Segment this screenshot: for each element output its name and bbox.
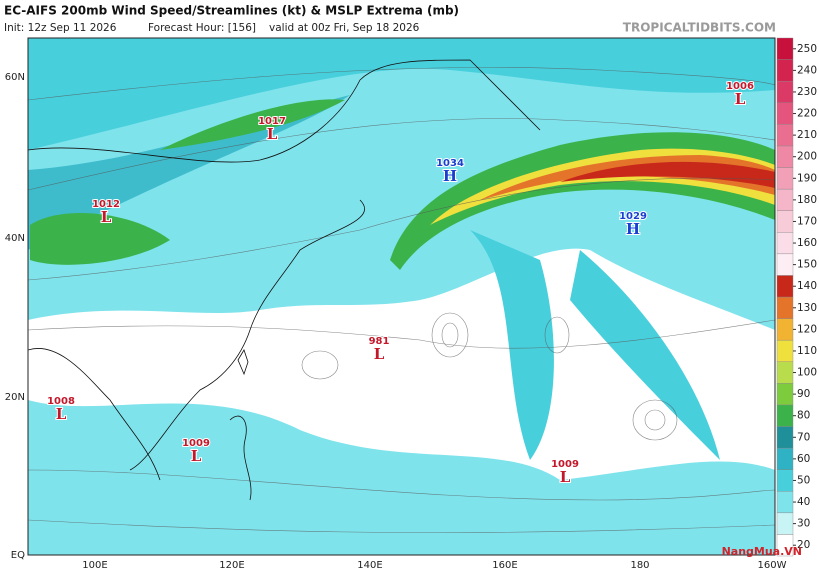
pressure-symbol: L xyxy=(374,345,385,363)
lon-label: 160W xyxy=(758,560,787,571)
colorbar-label: 180 xyxy=(797,194,817,206)
colorbar-swatch xyxy=(776,383,794,406)
colorbar-swatch xyxy=(776,469,794,492)
pressure-symbol: L xyxy=(56,405,67,423)
colorbar-label: 240 xyxy=(797,64,817,76)
pressure-value: 1012 xyxy=(92,199,120,210)
lon-label: 100E xyxy=(82,560,107,571)
colorbar-swatch xyxy=(776,253,794,276)
lon-label: 120E xyxy=(219,560,244,571)
valid-time: valid at 00z Fri, Sep 18 2026 xyxy=(269,22,420,34)
colorbar-swatch xyxy=(776,145,794,168)
lon-label: 140E xyxy=(357,560,382,571)
pressure-value: 1009 xyxy=(551,459,579,470)
colorbar: 20 30 40 50 60 70 80 90 100 110 120 130 140 150 160 170… xyxy=(776,37,817,557)
colorbar-swatch xyxy=(776,447,794,470)
brand: TROPICALTIDBITS.COM xyxy=(623,21,776,35)
colorbar-label: 250 xyxy=(797,43,817,55)
colorbar-label: 160 xyxy=(797,237,817,249)
pressure-symbol: L xyxy=(191,447,202,465)
colorbar-swatch xyxy=(776,404,794,427)
pressure-value: 1009 xyxy=(182,438,210,449)
pressure-symbol: H xyxy=(626,220,640,238)
forecast-hour: Forecast Hour: [156] xyxy=(148,22,256,34)
colorbar-label: 100 xyxy=(797,367,817,379)
pressure-value: 1008 xyxy=(47,396,75,407)
lat-label: 60N xyxy=(5,72,25,83)
lon-label: 160E xyxy=(492,560,517,571)
pressure-value: 1029 xyxy=(619,211,647,222)
pressure-symbol: L xyxy=(560,468,571,486)
lat-label: 20N xyxy=(5,392,25,403)
colorbar-label: 230 xyxy=(797,86,817,98)
colorbar-label: 60 xyxy=(797,453,810,465)
lon-label: 180 xyxy=(630,560,649,571)
pressure-symbol: H xyxy=(443,167,457,185)
colorbar-swatch xyxy=(776,59,794,82)
colorbar-label: 20 xyxy=(797,539,810,551)
lat-label: EQ xyxy=(11,550,25,561)
colorbar-swatch xyxy=(776,102,794,125)
pressure-value: 1006 xyxy=(726,81,754,92)
watermark: NangMua.VN xyxy=(722,545,802,558)
colorbar-label: 150 xyxy=(797,259,817,271)
pressure-symbol: L xyxy=(735,90,746,108)
colorbar-label: 190 xyxy=(797,172,817,184)
colorbar-swatch xyxy=(776,512,794,535)
colorbar-label: 210 xyxy=(797,129,817,141)
colorbar-label: 50 xyxy=(797,474,810,486)
colorbar-label: 170 xyxy=(797,215,817,227)
colorbar-swatch xyxy=(776,426,794,449)
colorbar-label: 200 xyxy=(797,151,817,163)
colorbar-label: 70 xyxy=(797,431,810,443)
colorbar-label: 90 xyxy=(797,388,810,400)
pressure-symbol: L xyxy=(267,125,278,143)
colorbar-swatch xyxy=(776,167,794,190)
colorbar-label: 80 xyxy=(797,410,810,422)
colorbar-swatch xyxy=(776,124,794,147)
colorbar-swatch xyxy=(776,361,794,384)
colorbar-label: 120 xyxy=(797,323,817,335)
colorbar-swatch xyxy=(776,188,794,211)
colorbar-swatch xyxy=(776,80,794,103)
colorbar-swatch xyxy=(776,491,794,514)
colorbar-label: 30 xyxy=(797,518,810,530)
colorbar-swatch xyxy=(776,275,794,298)
pressure-value: 1034 xyxy=(436,158,464,169)
title: EC-AIFS 200mb Wind Speed/Streamlines (kt… xyxy=(4,4,459,18)
pressure-symbol: L xyxy=(101,208,112,226)
colorbar-label: 130 xyxy=(797,302,817,314)
colorbar-swatch xyxy=(776,339,794,362)
colorbar-label: 220 xyxy=(797,108,817,120)
colorbar-swatch xyxy=(776,318,794,341)
colorbar-swatch xyxy=(776,210,794,233)
colorbar-label: 140 xyxy=(797,280,817,292)
colorbar-swatch xyxy=(776,232,794,255)
colorbar-swatch xyxy=(776,296,794,319)
lat-label: 40N xyxy=(5,233,25,244)
init: Init: 12z Sep 11 2026 xyxy=(4,22,117,34)
pressure-value: 981 xyxy=(369,336,390,347)
colorbar-label: 110 xyxy=(797,345,817,357)
colorbar-label: 40 xyxy=(797,496,810,508)
pressure-value: 1017 xyxy=(258,116,286,127)
colorbar-swatch xyxy=(776,37,794,60)
